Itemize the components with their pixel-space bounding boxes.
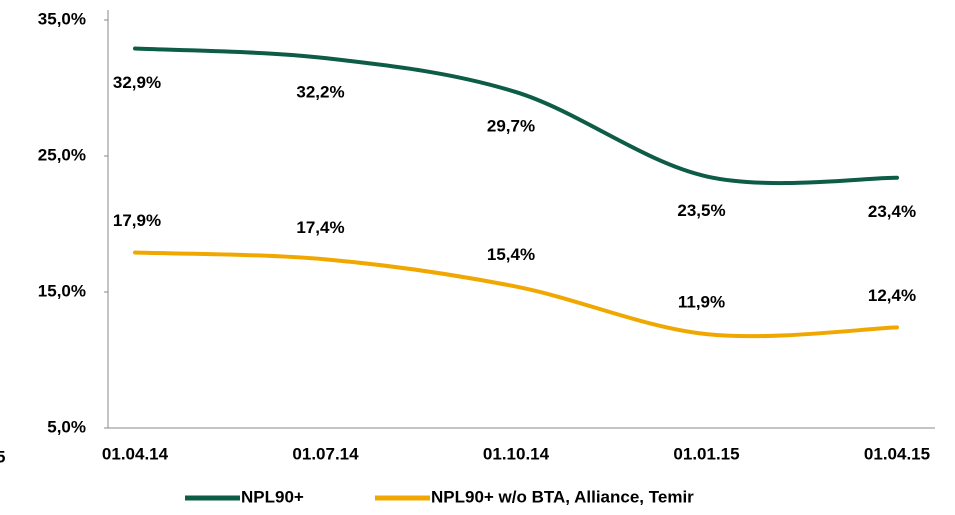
x-tick-label: 01.01.15 bbox=[673, 444, 739, 463]
y-tick-label: 25,0% bbox=[38, 145, 86, 164]
series-line bbox=[133, 46, 899, 186]
data-label: 23,4% bbox=[868, 202, 916, 221]
data-label: 15,4% bbox=[487, 245, 535, 264]
data-label: 17,4% bbox=[296, 218, 344, 237]
data-label: 11,9% bbox=[678, 293, 725, 312]
series-line bbox=[133, 250, 899, 339]
y-tick-label: 5,0% bbox=[47, 417, 86, 436]
x-tick-label: 01.04.14 bbox=[102, 444, 169, 463]
x-tick-label: 01.04.15 bbox=[864, 444, 930, 463]
annotation: 5 bbox=[0, 447, 5, 466]
data-label: 29,7% bbox=[487, 117, 535, 136]
data-label: 23,5% bbox=[677, 201, 725, 220]
legend-label: NPL90+ w/o BTA, Alliance, Temir bbox=[431, 487, 694, 506]
data-label: 32,2% bbox=[296, 83, 344, 102]
data-label: 17,9% bbox=[113, 211, 161, 230]
x-tick-label: 01.07.14 bbox=[292, 444, 359, 463]
y-tick-label: 35,0% bbox=[38, 9, 86, 28]
y-tick-label: 15,0% bbox=[38, 281, 86, 300]
legend-label: NPL90+ bbox=[241, 487, 304, 506]
data-label: 32,9% bbox=[113, 73, 161, 92]
data-label: 12,4% bbox=[868, 286, 916, 305]
x-tick-label: 01.10.14 bbox=[483, 444, 550, 463]
